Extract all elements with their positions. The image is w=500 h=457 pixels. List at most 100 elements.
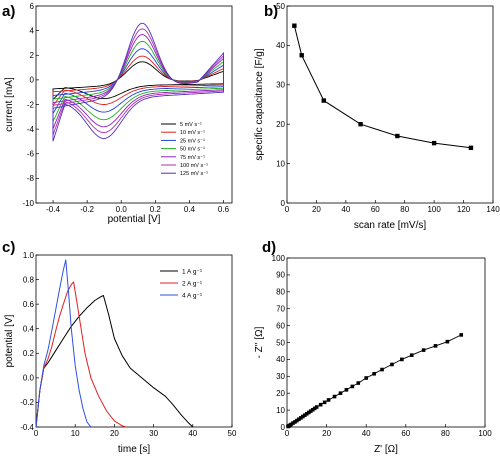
legend-label-3: 50 mV s⁻¹ <box>180 147 205 153</box>
panel-a-ytick-label: 4 <box>30 26 35 35</box>
panel-d-frame <box>286 257 486 428</box>
capacitance-point <box>358 122 363 127</box>
panel-d-ytick-label: 90 <box>276 271 285 280</box>
panel-d-ytick-label: 60 <box>276 321 285 330</box>
impedance-point <box>364 376 368 380</box>
impedance-point <box>322 400 327 405</box>
panel-b-ytick-label: 20 <box>276 120 285 129</box>
panel-d-xtick-label: 80 <box>441 429 450 438</box>
panel-a-xtick-label: 0.6 <box>218 205 230 214</box>
panel-b-xtick-label: 100 <box>427 205 441 214</box>
panel-a-ytick-label: -4 <box>27 125 35 134</box>
panel-a: a) -0.4 -0.2 0.0 0.2 0.4 0.6 -10 -8 -6 -4 -2 0 2 4 6 5… <box>2 2 233 225</box>
capacitance-line <box>293 25 471 149</box>
panel-c-frame <box>35 254 233 428</box>
impedance-point <box>372 371 376 376</box>
panel-d: d) 0 20 40 60 80 100 0 10 20 30 40 50 60 70 80 90 100 Z'… <box>254 239 492 455</box>
panel-d-xtick-label: 60 <box>401 429 410 438</box>
panel-a-ytick-label: 0 <box>30 76 35 85</box>
panel-c-ticks: 0 10 20 30 40 50 -0.4 -0.2 0.0 0.2 0.4 0.6 0.8 1.0 <box>20 251 237 438</box>
impedance-point <box>310 407 315 412</box>
panel-a-xlabel: potential [V] <box>108 214 161 225</box>
panel-c-ytick-label: -0.2 <box>20 398 34 407</box>
panel-b-xlabel: scan rate [mV/s] <box>354 220 426 231</box>
series-2-curve <box>35 259 92 428</box>
panel-c-xlabel: time [s] <box>118 444 150 455</box>
panel-c-xtick-label: 0 <box>34 429 39 438</box>
impedance-point <box>445 339 450 344</box>
impedance-point <box>400 357 404 362</box>
impedance-point <box>306 410 311 415</box>
panel-b-ytick-label: 30 <box>276 81 285 90</box>
panel-d-xtick-label: 0 <box>285 429 290 438</box>
panel-a-xtick-label: -0.2 <box>80 205 94 214</box>
legend-label-0: 5 mV s⁻¹ <box>180 122 202 128</box>
impedance-point <box>299 416 303 420</box>
panel-a-ytick-label: -2 <box>27 100 35 109</box>
panel-c-xtick-label: 50 <box>228 429 237 438</box>
panel-a-ytick-label: 2 <box>30 51 35 60</box>
series-1-curve <box>35 281 127 428</box>
panel-a-ylabel: current [mA] <box>4 77 15 132</box>
impedance-point <box>332 394 337 399</box>
panel-d-ytick-label: 20 <box>276 389 285 398</box>
panel-b-ytick-label: 0 <box>281 199 286 208</box>
capacitance-point <box>468 145 474 151</box>
legend-label-0: 1 A g⁻¹ <box>182 269 203 276</box>
panel-d-xtick-label: 100 <box>478 429 492 438</box>
legend-label-2: 4 A g⁻¹ <box>182 293 203 300</box>
impedance-point <box>390 362 394 367</box>
panel-b-curves <box>292 23 474 151</box>
impedance-point <box>338 391 343 395</box>
panel-a-ticks: -0.4 -0.2 0.0 0.2 0.4 0.6 -10 -8 -6 -4 -2 0 2 4 6 <box>22 2 229 214</box>
impedance-point <box>305 412 309 416</box>
panel-b-xtick-label: 140 <box>486 205 500 214</box>
legend-label-4: 75 mV s⁻¹ <box>180 155 205 161</box>
impedance-point <box>291 421 295 425</box>
legend-label-1: 2 A g⁻¹ <box>182 281 203 288</box>
impedance-point <box>301 414 305 419</box>
legend-label-6: 125 mV s⁻¹ <box>180 171 208 177</box>
panel-d-xlabel: Z' [Ω] <box>374 444 398 455</box>
panel-d-curves <box>286 333 464 429</box>
panel-c-xtick-label: 20 <box>110 429 119 438</box>
panel-c-ytick-label: 0.6 <box>23 300 35 309</box>
impedance-point <box>314 405 319 409</box>
panel-d-ylabel: - Z'' [Ω] <box>254 326 265 358</box>
panel-a-ytick-label: -8 <box>27 174 35 183</box>
panel-b-ylabel: specific capacitance [F/g] <box>254 48 265 160</box>
panel-a-xtick-label: 0.0 <box>116 205 128 214</box>
panel-d-ytick-label: 70 <box>276 305 285 314</box>
capacitance-point <box>321 98 326 103</box>
impedance-point <box>326 398 331 402</box>
panel-c-label: c) <box>2 239 15 256</box>
panel-d-ytick-label: 80 <box>276 288 285 297</box>
legend-label-2: 25 mV s⁻¹ <box>180 138 205 144</box>
panel-a-legend: 5 mV s⁻¹ 10 mV s⁻¹ 25 mV s⁻¹ 50 mV s⁻¹ 75 mV… <box>161 122 208 177</box>
panel-a-ytick-label: -10 <box>22 199 34 208</box>
panel-b-ytick-label: 40 <box>276 41 285 50</box>
panel-a-xtick-label: 0.2 <box>150 205 162 214</box>
capacitance-point <box>431 140 437 146</box>
series-0-curve <box>35 295 194 428</box>
panel-a-label: a) <box>2 3 15 20</box>
impedance-point <box>459 333 464 337</box>
impedance-point <box>293 420 297 424</box>
panel-b-ticks: 0 20 40 60 80 100 120 140 0 10 20 30 40 50 <box>276 2 500 214</box>
impedance-point <box>409 353 414 357</box>
panel-c-xtick-label: 30 <box>149 429 158 438</box>
series-6-curve <box>52 22 224 142</box>
panel-d-ytick-label: 100 <box>272 254 286 263</box>
panel-d-ytick-label: 50 <box>276 338 285 347</box>
panel-a-xtick-label: 0.4 <box>184 205 196 214</box>
impedance-point <box>308 409 313 413</box>
panel-c-ylabel: potential [V] <box>4 314 15 367</box>
panel-d-xtick-label: 40 <box>362 429 371 438</box>
panel-b: b) 0 20 40 60 80 100 120 140 0 10 20 30 40 50 scan ra… <box>254 2 500 231</box>
panel-d-xtick-label: 20 <box>322 429 331 438</box>
impedance-point <box>312 406 317 411</box>
panel-a-ytick-label: 6 <box>30 2 35 11</box>
panel-b-ytick-label: 50 <box>276 2 285 11</box>
panel-d-ytick-label: 10 <box>276 406 285 415</box>
capacitance-point <box>292 23 297 28</box>
